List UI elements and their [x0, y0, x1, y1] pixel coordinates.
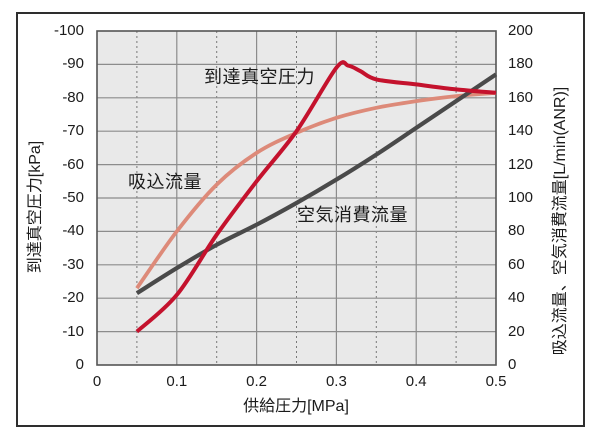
y-right-tick-140: 140 [508, 122, 534, 140]
y-right-tick-60: 60 [508, 255, 525, 273]
x-tick-0.1: 0.1 [166, 373, 188, 390]
plot-border [96, 30, 497, 366]
y-left-axis-title: 到達真空圧力[kPa] [27, 140, 44, 274]
y-right-tick-180: 180 [508, 55, 534, 73]
y-left-tick--50: -50 [62, 189, 84, 206]
series-label-air-consumption: 空気消費流量 [297, 205, 408, 225]
y-left-tick--30: -30 [62, 255, 84, 273]
y-right-tick-100: 100 [508, 189, 534, 206]
y-right-tick-40: 40 [508, 289, 525, 307]
series-curve-1 [135, 72, 498, 295]
x-tick-0: 0 [92, 373, 102, 390]
y-right-tick-80: 80 [508, 222, 525, 240]
y-left-tick--40: -40 [62, 222, 84, 240]
y-left-tick--10: -10 [62, 322, 84, 340]
x-tick-0.3: 0.3 [325, 373, 347, 390]
y-left-tick--60: -60 [62, 155, 84, 173]
y-right-tick-160: 160 [508, 88, 534, 106]
y-left-tick--100: -100 [53, 22, 84, 39]
y-right-axis-title: 吸込流量、空気消費流量[L/min(ANR)] [552, 86, 569, 356]
y-right-tick-20: 20 [508, 322, 525, 340]
x-tick-0.2: 0.2 [246, 373, 268, 390]
y-right-tick-120: 120 [508, 155, 534, 173]
x-tick-0.5: 0.5 [485, 373, 507, 390]
y-left-tick--90: -90 [62, 55, 84, 73]
series-label-suction-flow: 吸込流量 [128, 172, 202, 192]
x-tick-0.4: 0.4 [405, 373, 427, 390]
series-curve-2 [135, 60, 497, 334]
y-left-tick--80: -80 [62, 88, 84, 106]
y-right-tick-0: 0 [508, 356, 517, 373]
y-right-tick-200: 200 [508, 22, 534, 39]
series-label-attained-vacuum: 到達真空圧力 [204, 67, 315, 87]
y-left-tick--20: -20 [62, 289, 84, 307]
series-curve-0 [135, 90, 497, 290]
y-left-tick-0: 0 [75, 356, 84, 373]
x-axis-title: 供給圧力[MPa] [243, 398, 349, 415]
y-left-tick--70: -70 [62, 122, 84, 140]
